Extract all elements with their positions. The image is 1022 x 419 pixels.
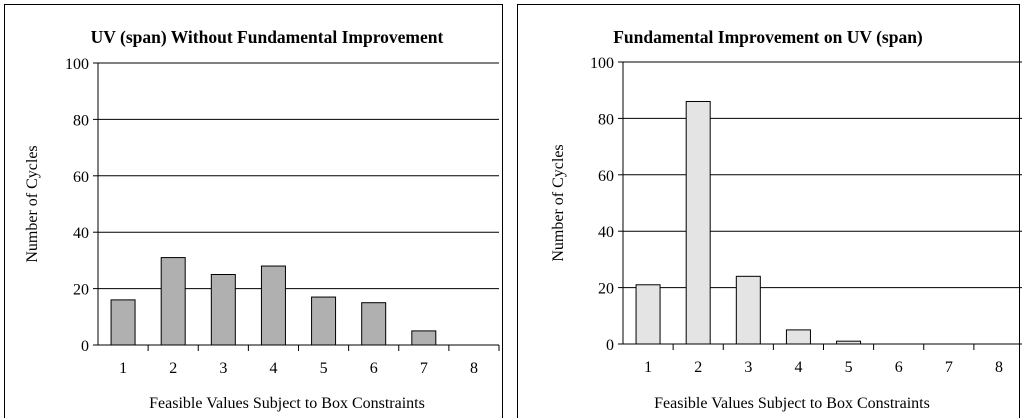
bar-5 <box>836 340 862 345</box>
x-tick-label: 4 <box>794 359 802 376</box>
x-tick-label: 7 <box>945 359 953 376</box>
y-axis-label: Number of Cycles <box>24 145 41 262</box>
x-axis-label: Feasible Values Subject to Box Constrain… <box>149 395 425 412</box>
x-tick-label: 2 <box>694 359 702 376</box>
bar-1 <box>110 299 136 346</box>
y-tick-label: 60 <box>598 168 614 185</box>
bar-4 <box>785 329 811 345</box>
x-tick-label: 2 <box>169 360 177 377</box>
y-tick-label: 60 <box>73 169 89 186</box>
chart-left-svg: UV (span) Without Fundamental Improvemen… <box>24 27 500 412</box>
y-tick-label: 40 <box>73 225 89 242</box>
x-tick-label: 3 <box>744 359 752 376</box>
x-tick-label: 3 <box>219 360 227 377</box>
y-tick-label: 80 <box>598 111 614 128</box>
bar-6 <box>361 302 387 346</box>
chart-right-svg: Fundamental Improvement on UV (span) 0 20 4… <box>550 27 1022 412</box>
chart-title: Fundamental Improvement on UV (span) <box>613 27 923 47</box>
x-axis-label: Feasible Values Subject to Box Constrain… <box>654 395 930 412</box>
chart-title: UV (span) Without Fundamental Improvemen… <box>91 27 444 47</box>
y-tick-label: 0 <box>606 337 614 354</box>
bar-1 <box>635 284 661 345</box>
y-axis-label: Number of Cycles <box>550 144 567 261</box>
x-tick-label: 4 <box>269 360 277 377</box>
x-tick-label: 8 <box>470 360 478 377</box>
chart-panel-right: Fundamental Improvement on UV (span) 0 20 4… <box>517 4 1022 418</box>
x-tick-label: 1 <box>119 360 127 377</box>
bar-2 <box>160 257 186 346</box>
y-tick-label: 100 <box>590 55 614 72</box>
y-tick-label: 80 <box>73 112 89 129</box>
x-tick-label: 8 <box>995 359 1003 376</box>
x-tick-label: 6 <box>370 360 378 377</box>
chart-panel-left: UV (span) Without Fundamental Improvemen… <box>4 4 503 418</box>
y-tick-label: 0 <box>81 338 89 355</box>
x-tick-label: 1 <box>644 359 652 376</box>
bar-3 <box>735 275 761 345</box>
y-tick-label: 100 <box>65 56 89 73</box>
x-tick-label: 7 <box>420 360 428 377</box>
y-tick-label: 20 <box>73 282 89 299</box>
y-tick-label: 40 <box>598 224 614 241</box>
x-tick-label: 5 <box>320 360 328 377</box>
y-tick-label: 20 <box>598 281 614 298</box>
x-tick-label: 5 <box>845 359 853 376</box>
bar-5 <box>311 296 337 346</box>
bar-7 <box>411 330 437 346</box>
bar-3 <box>210 274 236 346</box>
bar-4 <box>260 265 286 346</box>
x-tick-label: 6 <box>895 359 903 376</box>
bar-2 <box>685 100 711 345</box>
